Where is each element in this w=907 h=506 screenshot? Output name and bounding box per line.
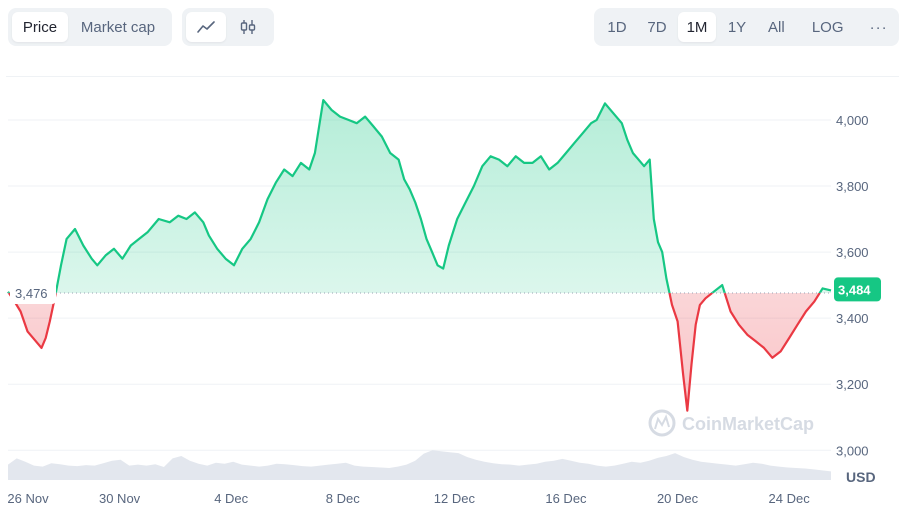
price-area-down (8, 293, 820, 411)
tab-price[interactable]: Price (12, 12, 68, 42)
last-price-label: 3,484 (838, 282, 871, 297)
price-line-up (7, 99, 832, 294)
baseline-label: 3,476 (15, 286, 48, 301)
y-tick-label: 4,000 (836, 113, 869, 128)
tab-market-cap[interactable]: Market cap (80, 18, 156, 36)
price-chart: 3,000 3,200 3,400 3,600 3,800 4,000 3,476 3,484… (7, 99, 881, 506)
price-line-down (7, 293, 821, 412)
coinmarketcap-logo-icon (648, 409, 676, 437)
last-price-pill (834, 277, 881, 302)
range-selector: 1D 7D 1M 1Y All LOG ··· (594, 8, 899, 46)
price-area-up (8, 100, 831, 294)
range-1m[interactable]: 1M (678, 12, 716, 42)
x-tick-label: 4 Dec (214, 491, 248, 506)
x-tick-label: 26 Nov (7, 491, 49, 506)
x-tick-label: 24 Dec (769, 491, 811, 506)
range-7d[interactable]: 7D (647, 18, 667, 36)
x-tick-label: 12 Dec (434, 491, 476, 506)
range-all[interactable]: All (768, 18, 785, 36)
log-scale-button[interactable]: LOG (811, 18, 844, 36)
chart-type-toggle (182, 8, 274, 46)
range-1y[interactable]: 1Y (727, 18, 747, 36)
chart-area[interactable]: 3,000 3,200 3,400 3,600 3,800 4,000 3,476 3,484… (6, 76, 899, 506)
x-tick-label: 30 Nov (99, 491, 141, 506)
y-tick-label: 3,600 (836, 245, 869, 260)
x-tick-label: 8 Dec (326, 491, 360, 506)
more-options-icon[interactable]: ··· (869, 18, 888, 36)
x-tick-label: 20 Dec (657, 491, 699, 506)
watermark-text: CoinMarketCap (682, 414, 814, 434)
baseline-label-bg (10, 282, 56, 305)
range-1d[interactable]: 1D (607, 18, 627, 36)
metric-toggle: Price Market cap (8, 8, 172, 46)
y-tick-label: 3,000 (836, 443, 869, 458)
coinmarketcap-logo-mark (654, 414, 670, 430)
y-tick-label: 3,800 (836, 179, 869, 194)
y-tick-label: 3,200 (836, 377, 869, 392)
volume-area (8, 450, 831, 480)
x-tick-label: 16 Dec (545, 491, 587, 506)
candlestick-icon[interactable] (228, 12, 268, 42)
y-tick-label: 3,400 (836, 311, 869, 326)
line-chart-icon[interactable] (186, 12, 226, 42)
currency-label: USD (846, 469, 876, 485)
watermark: CoinMarketCap (648, 409, 814, 437)
